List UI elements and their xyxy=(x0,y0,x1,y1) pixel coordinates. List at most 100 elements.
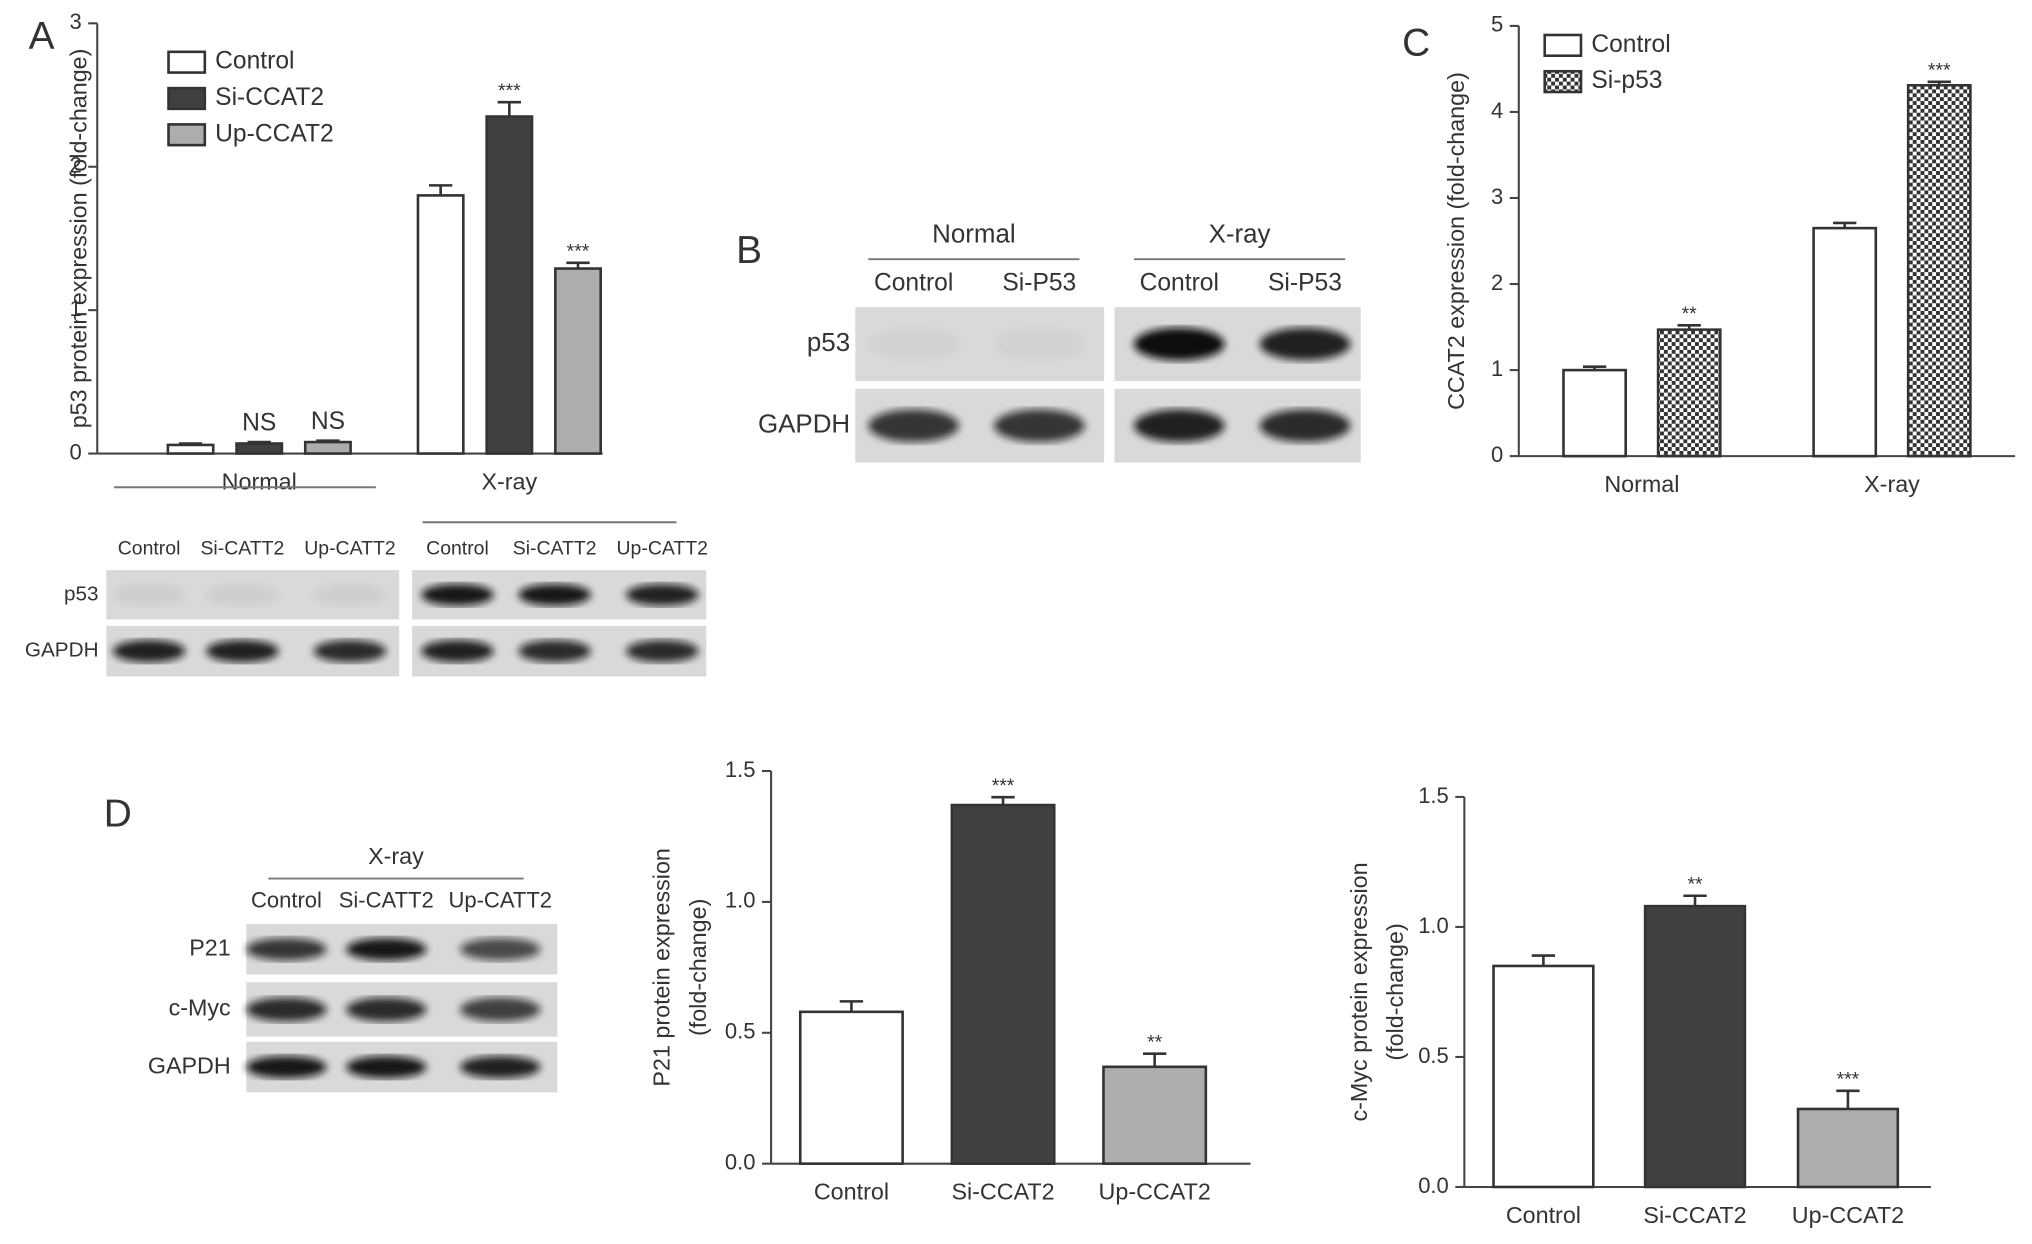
y-tick-label: 0.5 xyxy=(1418,1043,1449,1068)
annotation: ** xyxy=(1682,303,1698,325)
blot-band xyxy=(1259,327,1351,361)
blot-band xyxy=(206,583,279,606)
x-tick-label: Si-CCAT2 xyxy=(1643,1202,1746,1228)
lane-label: Si-P53 xyxy=(1268,269,1342,296)
annotation: NS xyxy=(311,408,345,435)
group-label: X-ray xyxy=(1209,221,1271,249)
x-tick-label: Si-CCAT2 xyxy=(951,1179,1054,1205)
lane-label: Si-CATT2 xyxy=(200,538,284,560)
y-tick-label: 0.5 xyxy=(725,1019,756,1044)
group-label: Normal xyxy=(932,221,1016,249)
blot-band xyxy=(993,409,1085,442)
bar xyxy=(1643,904,1747,1189)
bar xyxy=(950,803,1056,1165)
legend-label: Up-CCAT2 xyxy=(215,120,334,147)
blot-band xyxy=(346,938,427,961)
bar xyxy=(166,443,215,455)
bar xyxy=(1562,368,1627,458)
x-tick-label: Up-CCAT2 xyxy=(1099,1179,1211,1205)
panel-label: B xyxy=(736,229,762,272)
bar xyxy=(1102,1065,1208,1165)
bar xyxy=(554,267,602,455)
annotation: *** xyxy=(992,775,1015,797)
y-axis-label: (fold-change) xyxy=(685,899,711,1036)
blot-band xyxy=(868,409,959,442)
row-label: p53 xyxy=(807,329,850,357)
blot-band xyxy=(1133,327,1225,361)
lane-label: Up-CATT2 xyxy=(448,888,552,913)
x-tick-label: Control xyxy=(814,1179,889,1205)
blot-band xyxy=(1133,409,1225,442)
row-label: p53 xyxy=(64,582,99,605)
panel-label: C xyxy=(1402,22,1430,65)
blot-band xyxy=(246,997,327,1022)
row-label: GAPDH xyxy=(25,639,99,662)
y-tick-label: 2 xyxy=(1491,270,1503,295)
x-tick-label: Normal xyxy=(1604,471,1679,497)
blot-band xyxy=(246,1056,327,1079)
y-tick-label: 1.0 xyxy=(725,888,756,913)
bar xyxy=(1906,83,1972,458)
bar xyxy=(1656,328,1722,458)
blot-band xyxy=(518,583,591,606)
lane-label: Control xyxy=(251,888,322,913)
legend-label: Control xyxy=(1591,31,1670,58)
lane-label: Control xyxy=(1140,269,1219,296)
legend-swatch xyxy=(1543,69,1583,94)
x-tick-label: Control xyxy=(1506,1202,1581,1228)
y-axis-label: (fold-change) xyxy=(1382,923,1408,1060)
blot-band xyxy=(518,640,591,663)
blot-band xyxy=(625,640,699,663)
blot-band xyxy=(313,583,387,606)
y-tick-label: 0.0 xyxy=(725,1149,756,1174)
blot-band xyxy=(112,640,186,663)
bar xyxy=(485,115,534,455)
y-tick-label: 0 xyxy=(1491,442,1503,467)
y-axis-label: p53 protein expression (fold-change) xyxy=(66,49,92,429)
blot-band xyxy=(868,328,959,360)
lane-label: Up-CATT2 xyxy=(304,538,395,560)
bar xyxy=(1812,226,1878,458)
y-tick-label: 2 xyxy=(69,153,81,178)
blot-band xyxy=(460,1056,541,1079)
annotation: *** xyxy=(1837,1069,1860,1091)
legend-swatch xyxy=(167,86,207,111)
group-label: X-ray xyxy=(368,843,424,869)
x-tick-label: Normal xyxy=(222,469,297,495)
legend-label: Si-CCAT2 xyxy=(215,84,324,111)
y-tick-label: 4 xyxy=(1491,98,1503,123)
bar xyxy=(416,194,465,455)
legend-swatch xyxy=(167,50,207,74)
legend-swatch xyxy=(1543,33,1583,58)
lane-label: Control xyxy=(874,269,953,296)
legend-swatch xyxy=(167,123,207,147)
y-tick-label: 5 xyxy=(1491,12,1503,37)
row-label: c-Myc xyxy=(169,995,231,1021)
x-tick-label: X-ray xyxy=(1864,471,1920,497)
y-tick-label: 1.5 xyxy=(1418,783,1449,808)
bar xyxy=(1492,964,1595,1189)
lane-label: Up-CATT2 xyxy=(617,538,708,560)
y-axis-label: c-Myc protein expression xyxy=(1346,862,1372,1121)
bar xyxy=(303,440,352,455)
blot-band xyxy=(994,328,1085,360)
blot-band xyxy=(346,1056,427,1079)
blot-band xyxy=(246,938,327,961)
lane-label: Si-CATT2 xyxy=(339,888,434,913)
y-tick-label: 1 xyxy=(69,296,81,321)
y-tick-label: 1 xyxy=(1491,356,1503,381)
row-label: GAPDH xyxy=(758,411,850,439)
annotation: ** xyxy=(1147,1031,1163,1053)
annotation: *** xyxy=(567,241,590,263)
y-tick-label: 0 xyxy=(69,439,81,464)
row-label: GAPDH xyxy=(148,1052,231,1078)
blot-band xyxy=(460,938,541,961)
panel-label: D xyxy=(104,793,132,836)
y-tick-label: 3 xyxy=(69,9,81,34)
blot-background xyxy=(855,307,1105,381)
panel-label: A xyxy=(29,15,55,58)
blot-band xyxy=(421,640,494,663)
y-axis-label: CCAT2 expression (fold-change) xyxy=(1443,72,1469,410)
